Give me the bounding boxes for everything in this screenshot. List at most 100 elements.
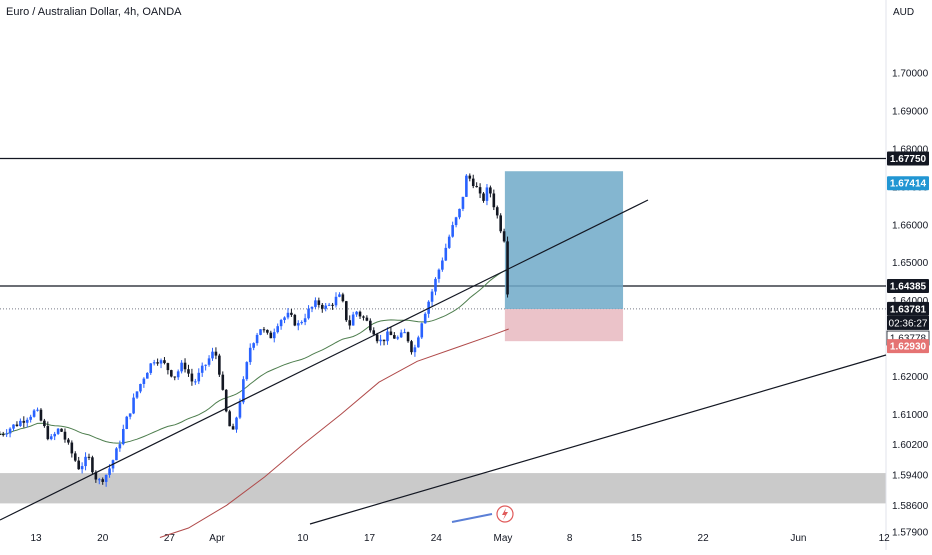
- candle-body: [447, 236, 451, 248]
- candle-body: [87, 456, 91, 458]
- candle-body: [170, 370, 173, 377]
- y-tick-label: 1.70000: [892, 69, 929, 80]
- last-price-badge-bg: [887, 301, 929, 316]
- candle-body: [417, 337, 420, 348]
- candle-body: [142, 378, 146, 384]
- x-tick-label: 12: [879, 533, 891, 544]
- candle-body: [8, 428, 12, 434]
- candle-body: [266, 329, 269, 333]
- candle-body: [259, 329, 262, 335]
- candle-body: [375, 334, 379, 342]
- candle-body: [293, 314, 297, 326]
- y-tick-label: 1.68000: [892, 145, 929, 156]
- x-tick-label: 24: [431, 533, 443, 544]
- candle-body: [396, 337, 400, 339]
- candle-body: [262, 329, 266, 331]
- candle-body: [485, 187, 489, 201]
- candle-body: [495, 207, 499, 216]
- candle-body: [180, 362, 183, 372]
- target-zone: [504, 171, 624, 310]
- candle-body: [475, 186, 478, 188]
- candle-body: [283, 317, 286, 321]
- candle-body: [406, 332, 410, 342]
- last-price-badge: 1.63781: [890, 304, 927, 315]
- candle-body: [32, 410, 36, 417]
- candle-body: [242, 379, 245, 403]
- candle-body: [15, 424, 19, 427]
- x-tick-label: Jun: [790, 533, 806, 544]
- candle-body: [334, 296, 338, 306]
- candle-body: [46, 426, 50, 440]
- candle-body: [362, 316, 365, 318]
- candle-body: [166, 363, 170, 371]
- candle-body: [67, 439, 70, 443]
- candle-body: [307, 308, 310, 319]
- candle-body: [235, 417, 238, 430]
- candle-body: [331, 304, 334, 306]
- candle-body: [197, 372, 201, 382]
- stop-zone: [504, 309, 624, 342]
- candle-body: [159, 360, 163, 364]
- flash-icon-glyph: [502, 508, 508, 520]
- candle-body: [163, 360, 166, 364]
- resistance-badge-bg: [887, 151, 929, 166]
- candle-body: [314, 300, 317, 307]
- candle-body: [348, 320, 352, 326]
- candle-body: [49, 436, 53, 440]
- candle-body: [118, 444, 122, 449]
- ma-green-line: [0, 269, 508, 444]
- candle-body: [231, 426, 235, 430]
- candle-body: [207, 358, 211, 365]
- candle-body: [324, 305, 328, 309]
- candle-body: [132, 397, 135, 414]
- currency-label: AUD: [893, 7, 915, 18]
- candle-body: [146, 372, 149, 379]
- x-tick-label: May: [494, 533, 513, 544]
- candle-body: [454, 217, 458, 226]
- candle-body: [506, 241, 509, 295]
- candle-body: [286, 312, 290, 318]
- candle-body: [382, 339, 386, 342]
- candle-body: [139, 383, 142, 392]
- candle-body: [218, 355, 221, 375]
- candle-body: [190, 373, 194, 382]
- candle-body: [53, 433, 56, 437]
- candle-body: [135, 391, 139, 398]
- candle-body: [502, 231, 506, 242]
- candle-body: [245, 362, 249, 380]
- candle-body: [228, 411, 231, 427]
- candle-body: [25, 419, 29, 423]
- candle-body: [434, 278, 437, 292]
- y-tick-label: 1.59400: [892, 470, 929, 481]
- candle-body: [43, 420, 46, 427]
- candle-body: [458, 208, 461, 218]
- candle-body: [355, 311, 358, 315]
- candle-body: [465, 175, 468, 197]
- candle-body: [91, 457, 94, 473]
- candle-body: [94, 472, 98, 480]
- candle-body: [183, 362, 187, 370]
- x-tick-label: 17: [364, 533, 376, 544]
- candle-body: [108, 468, 111, 475]
- candle-body: [478, 187, 482, 194]
- candle-body: [152, 362, 156, 364]
- candle-body: [214, 351, 218, 356]
- support-zone-band: [0, 473, 886, 504]
- candle-body: [121, 428, 125, 445]
- x-tick-label: 22: [698, 533, 710, 544]
- candle-body: [492, 193, 496, 208]
- candle-body: [444, 247, 448, 261]
- x-tick-label: 13: [30, 533, 42, 544]
- entry-badge: 1.63778: [890, 334, 927, 345]
- support-badge-bg: [887, 279, 929, 294]
- y-tick-label: 1.65000: [892, 258, 929, 269]
- candle-body: [482, 193, 485, 201]
- candle-body: [413, 347, 417, 353]
- candle-body: [410, 341, 413, 353]
- candle-body: [276, 326, 279, 333]
- candle-body: [221, 374, 225, 390]
- candle-body: [194, 381, 197, 383]
- horizontal-levels: [0, 157, 886, 310]
